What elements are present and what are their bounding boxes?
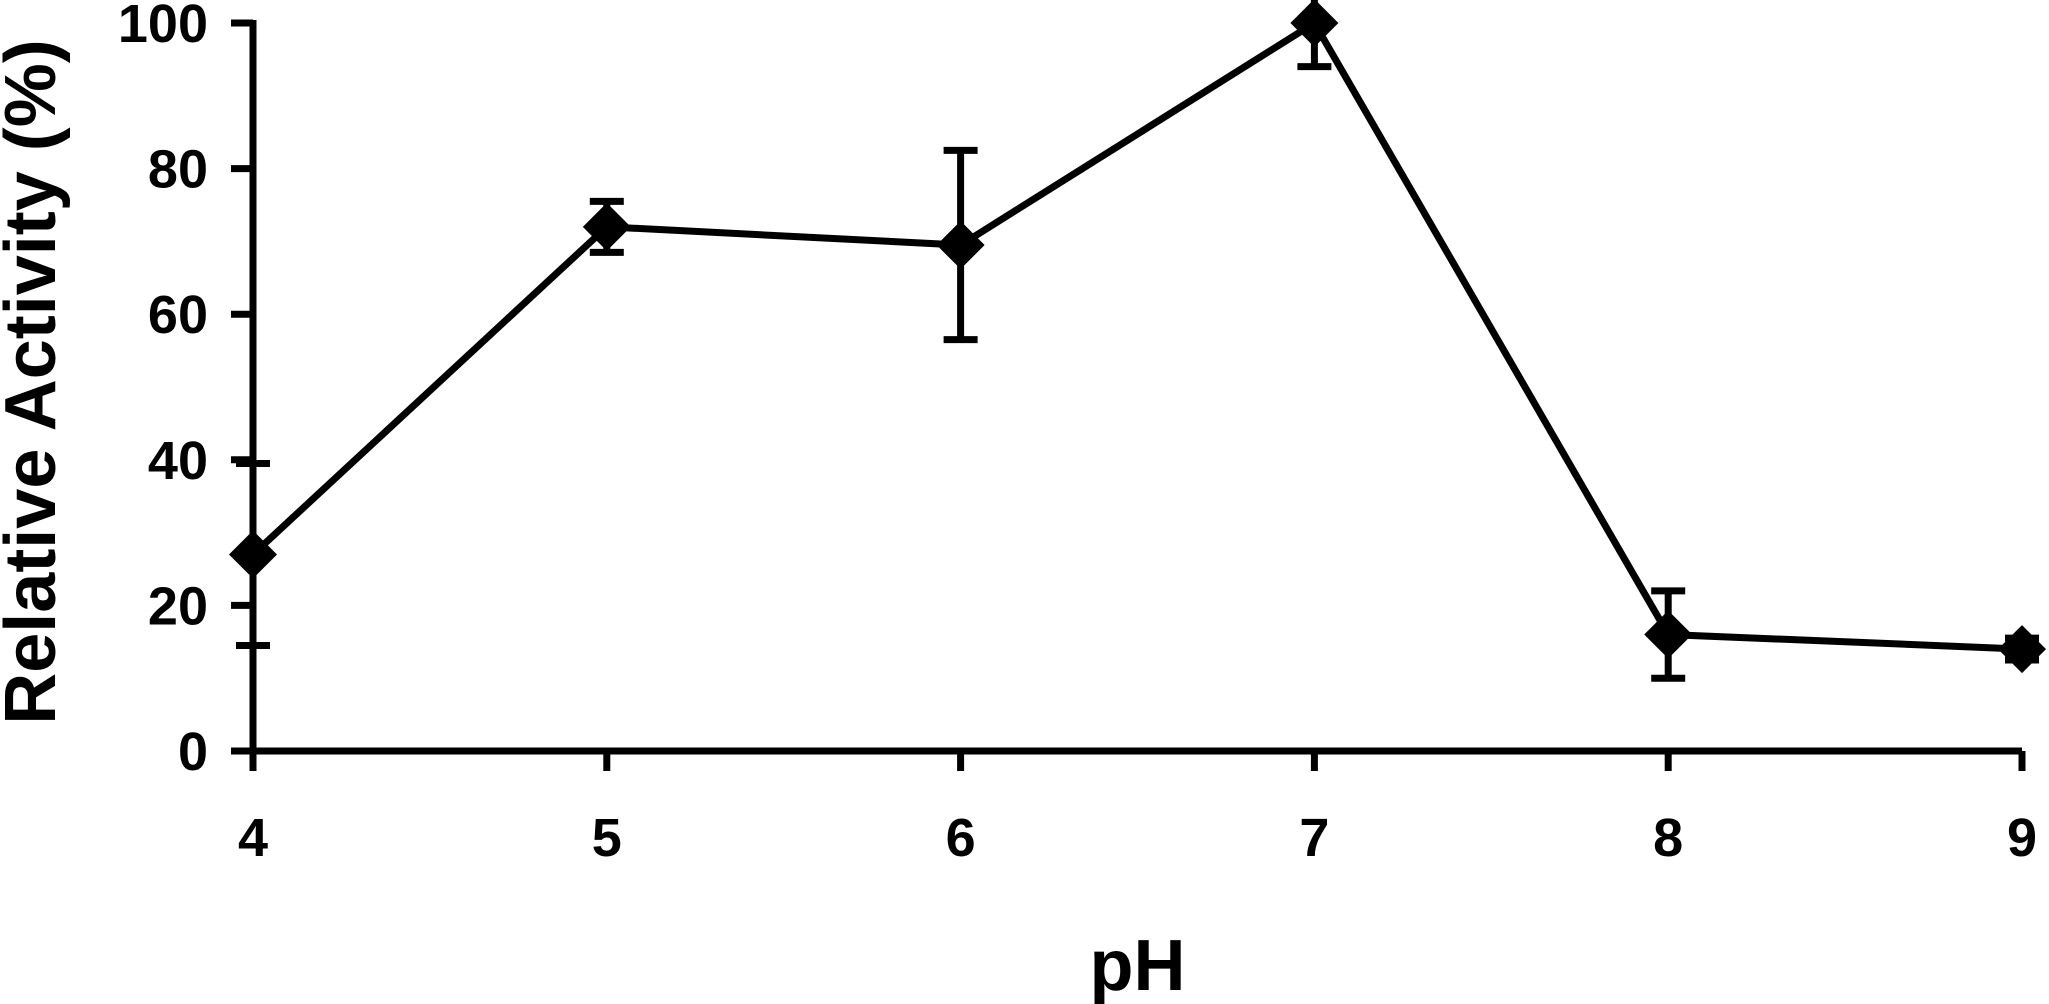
data-point [936,221,985,270]
y-ticks: 0 20 40 60 80 100 [118,0,253,782]
x-tick-label: 8 [1653,808,1683,868]
y-tick-label: 20 [148,576,208,636]
series-layer [229,0,2046,682]
x-ticks: 4 5 6 7 8 9 [238,751,2037,868]
series-line [250,18,2023,653]
x-tick-label: 5 [592,808,622,868]
y-axis-title: Relative Activity (%) [0,39,71,725]
data-point [1998,625,2046,674]
x-axis-title: pH [1090,926,1186,1004]
y-tick-label: 0 [178,722,208,782]
x-tick-label: 4 [238,808,268,868]
data-point [1644,610,1693,659]
axes [231,20,2022,771]
x-tick-label: 7 [1299,808,1329,868]
data-point [582,202,631,251]
y-tick-label: 80 [148,140,208,200]
y-tick-label: 60 [148,285,208,345]
x-tick-label: 6 [946,808,976,868]
y-tick-label: 40 [148,431,208,491]
data-point [1290,0,1339,47]
data-point [229,530,277,579]
x-tick-label: 9 [2007,808,2037,868]
y-tick-label: 100 [118,0,208,54]
